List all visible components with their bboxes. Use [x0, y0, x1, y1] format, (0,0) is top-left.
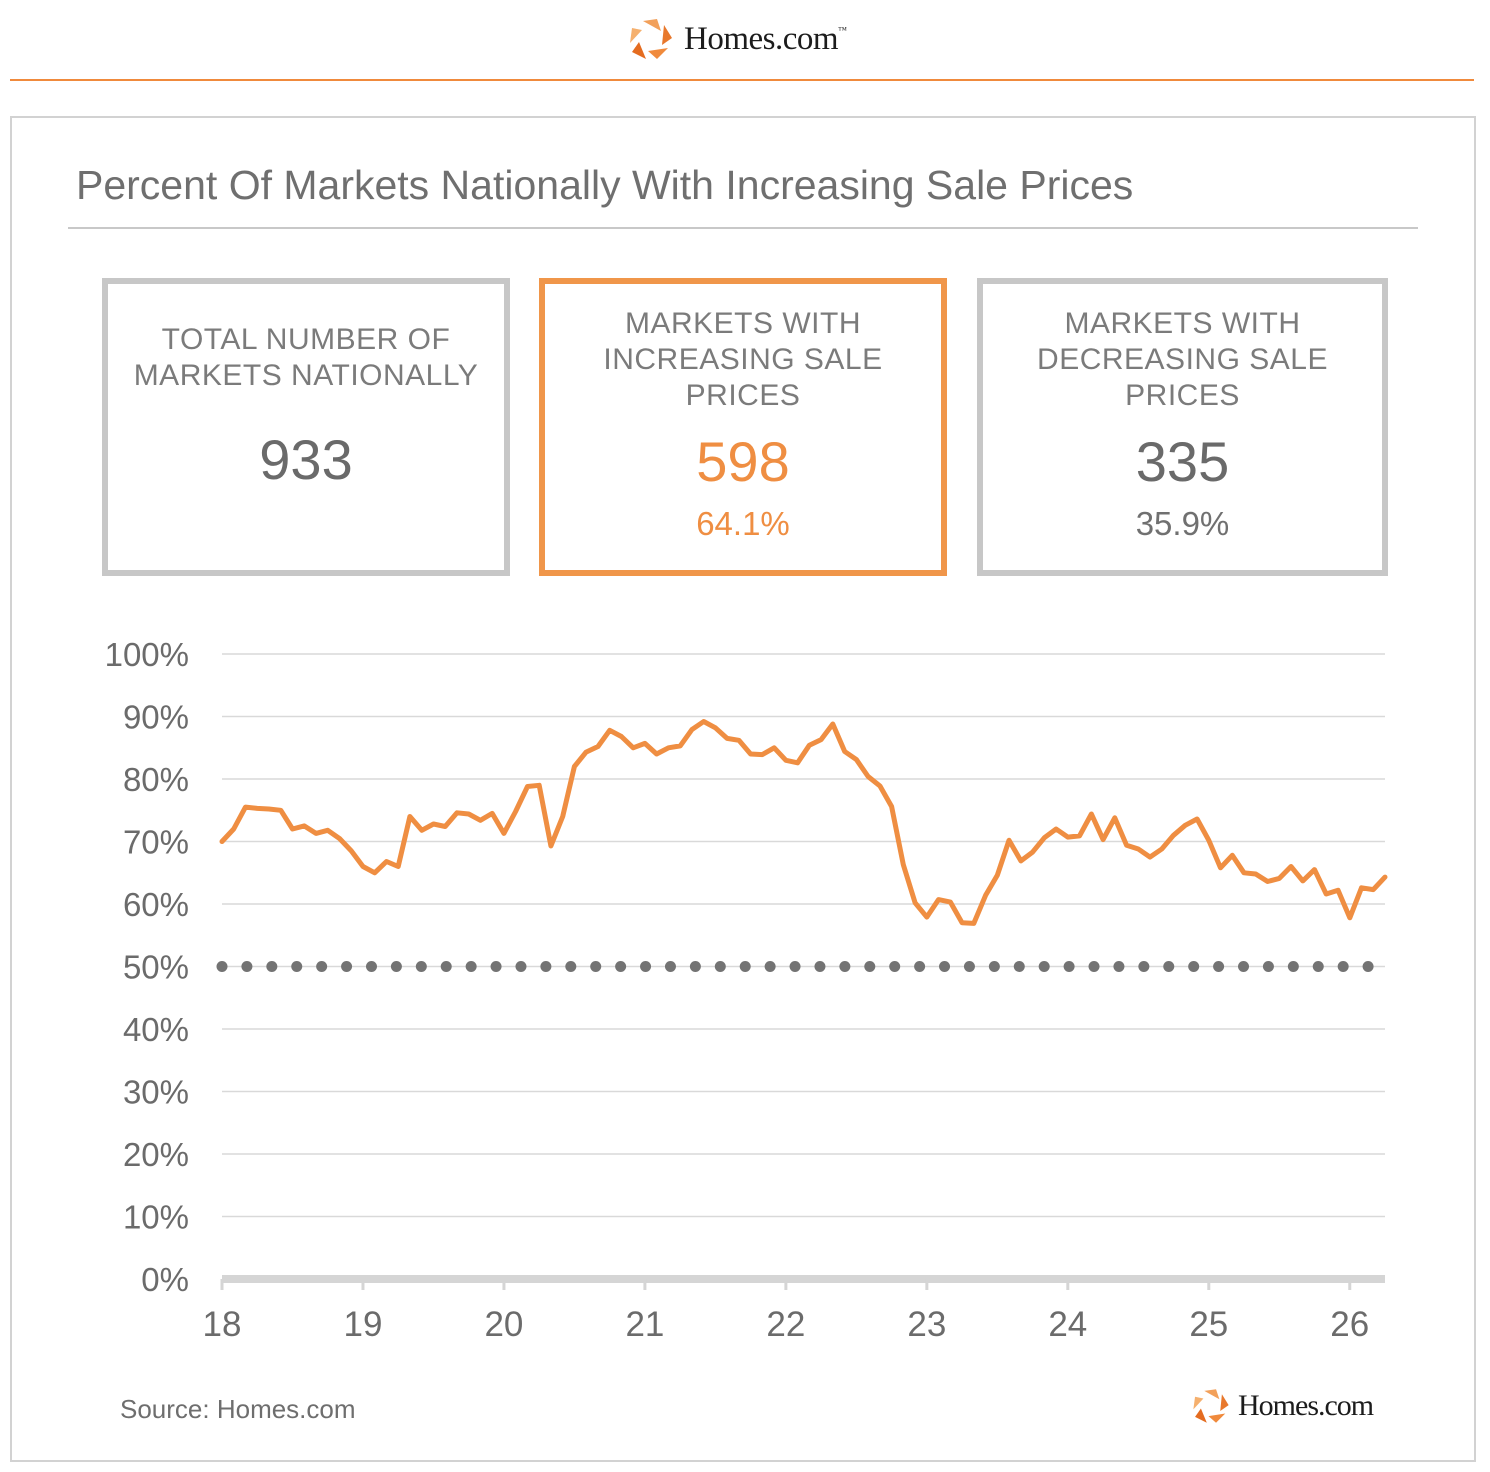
y-tick-label: 100%	[105, 636, 189, 673]
reference-line-dot	[988, 961, 1000, 972]
source-note: Source: Homes.com	[120, 1394, 356, 1424]
top-header: Homes.com™	[0, 0, 1490, 82]
reference-line-dot	[1238, 961, 1250, 972]
y-tick-label: 80%	[123, 761, 189, 798]
stat-increasing-value: 598	[696, 430, 790, 493]
reference-line-dot	[1038, 961, 1050, 972]
homes-star-logo-icon	[1193, 1389, 1229, 1423]
reference-line-dot	[341, 961, 353, 972]
reference-line-dot	[1312, 961, 1324, 972]
reference-line-dot	[1138, 961, 1150, 972]
reference-line-dot	[839, 961, 851, 972]
reference-line-dot	[216, 961, 228, 972]
stat-total-markets: TOTAL NUMBER OF MARKETS NATIONALLY 933	[102, 278, 510, 576]
reference-line-dot	[316, 961, 328, 972]
reference-line-dot	[390, 961, 402, 972]
y-tick-label: 40%	[123, 1011, 189, 1048]
reference-line-dot	[1188, 961, 1200, 972]
stat-increasing-markets: MARKETS WITH INCREASING SALE PRICES 598 …	[539, 278, 947, 576]
reference-line-dot	[540, 961, 552, 972]
reference-line-dot	[689, 961, 701, 972]
reference-line-dot	[963, 961, 975, 972]
reference-line-dot	[515, 961, 527, 972]
x-tick-label: 24	[1048, 1305, 1087, 1344]
y-tick-label: 10%	[123, 1199, 189, 1236]
stat-decreasing-markets: MARKETS WITH DECREASING SALE PRICES 335 …	[977, 278, 1388, 576]
reference-line-dot	[465, 961, 477, 972]
homes-star-logo-icon	[630, 19, 672, 59]
footer-brand-name: Homes.com	[1238, 1389, 1374, 1422]
reference-line-dot	[914, 961, 926, 972]
chart-card: Percent Of Markets Nationally With Incre…	[10, 116, 1476, 1462]
reference-line-dot	[1063, 961, 1075, 972]
reference-line-dot	[739, 961, 751, 972]
x-tick-label: 18	[203, 1305, 242, 1344]
x-tick-label: 22	[766, 1305, 805, 1344]
stat-decreasing-label: MARKETS WITH DECREASING SALE PRICES	[1037, 307, 1328, 412]
reference-line-dot	[590, 961, 602, 972]
stat-increasing-percent: 64.1%	[696, 505, 790, 542]
reference-line-dot	[789, 961, 801, 972]
reference-line-dot	[1013, 961, 1025, 972]
reference-line-dot	[1213, 961, 1225, 972]
reference-line-dot	[565, 961, 577, 972]
reference-line-dot	[714, 961, 726, 972]
reference-line-dot	[1262, 961, 1274, 972]
reference-line-dot	[266, 961, 278, 972]
reference-line-dot	[490, 961, 502, 972]
reference-line-dot	[1088, 961, 1100, 972]
reference-line-dot	[365, 961, 377, 972]
brand-name: Homes.com™	[684, 20, 847, 57]
reference-line-dot	[814, 961, 826, 972]
series-line	[219, 719, 1388, 926]
header-divider	[10, 79, 1474, 81]
stat-total-label: TOTAL NUMBER OF MARKETS NATIONALLY	[133, 323, 479, 392]
reference-line-dot	[864, 961, 876, 972]
y-tick-label: 60%	[123, 886, 189, 923]
stat-total-value: 933	[259, 428, 353, 491]
reference-line-dot	[1163, 961, 1175, 972]
reference-line-dot	[764, 961, 776, 972]
x-tick-label: 26	[1330, 1305, 1369, 1344]
stat-decreasing-percent: 35.9%	[1135, 505, 1230, 542]
reference-line-dot	[1337, 961, 1349, 972]
reference-line-dot	[415, 961, 427, 972]
y-tick-label: 70%	[123, 824, 189, 861]
reference-line-dot	[640, 961, 652, 972]
header-brand[interactable]: Homes.com™	[626, 14, 847, 64]
title-divider	[68, 227, 1418, 229]
x-tick-label: 23	[907, 1305, 946, 1344]
y-tick-label: 90%	[123, 699, 189, 736]
y-tick-label: 50%	[123, 949, 189, 986]
reference-line-dot	[1113, 961, 1125, 972]
reference-line-dot	[615, 961, 627, 972]
reference-line-dot	[440, 961, 452, 972]
x-tick-label: 25	[1189, 1305, 1228, 1344]
footer-brand[interactable]: Homes.com	[1190, 1385, 1374, 1427]
line-chart: 0% 10% 20% 30% 40% 50% 60% 70% 80% 90% 100% 18 19 20 2…	[105, 636, 1388, 1344]
x-tick-label: 21	[625, 1305, 664, 1344]
reference-line-dot	[939, 961, 951, 972]
x-tick-label: 19	[344, 1305, 383, 1344]
reference-line-dot	[1362, 961, 1374, 972]
reference-line-dot	[889, 961, 901, 972]
reference-line-dot	[241, 961, 253, 972]
x-tick-label: 20	[484, 1305, 523, 1344]
y-tick-label: 20%	[123, 1136, 189, 1173]
y-tick-label: 0%	[141, 1261, 189, 1298]
stat-decreasing-value: 335	[1135, 430, 1230, 493]
stat-increasing-label: MARKETS WITH INCREASING SALE PRICES	[603, 307, 883, 412]
y-tick-label: 30%	[123, 1074, 189, 1111]
chart-title: Percent Of Markets Nationally With Incre…	[76, 162, 1134, 208]
reference-line-dot	[664, 961, 676, 972]
reference-line-dot	[1287, 961, 1299, 972]
reference-line-dot	[291, 961, 303, 972]
